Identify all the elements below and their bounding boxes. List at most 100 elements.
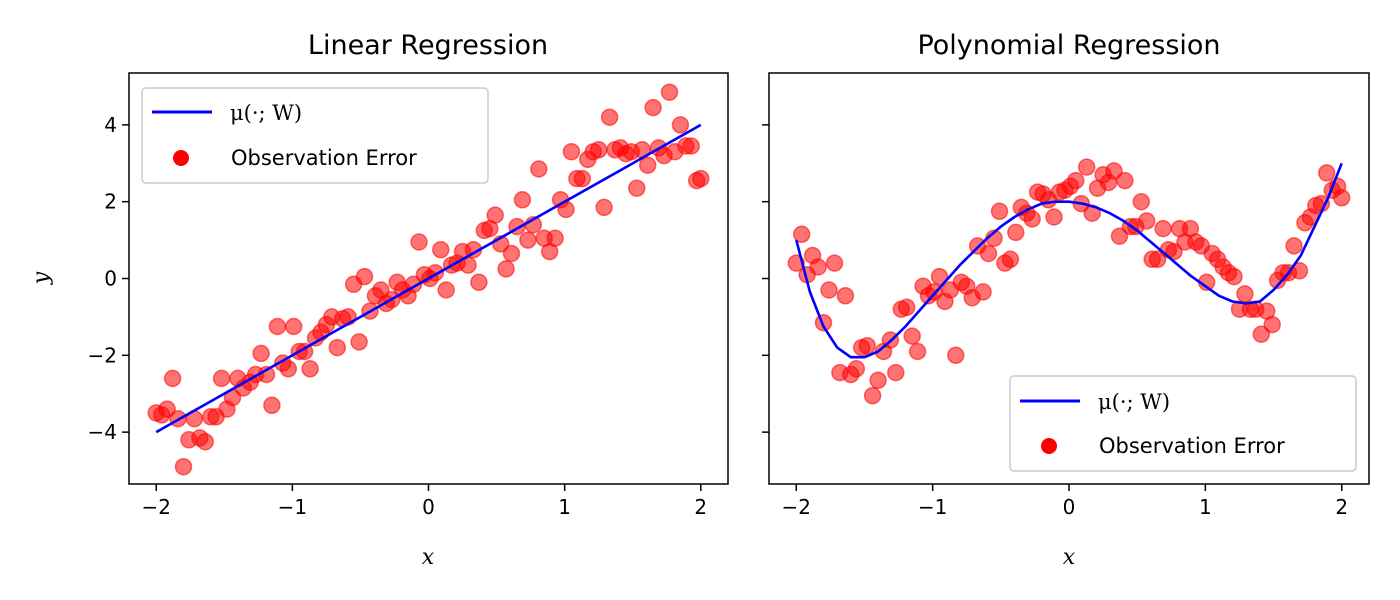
data-point [530,160,548,178]
data-point [212,369,231,388]
data-point [546,229,564,247]
data-point [589,141,608,159]
data-point [1067,171,1085,190]
x-tick-label: −1 [918,495,947,519]
data-point [1023,210,1041,228]
data-point [432,240,450,259]
y-tick-label: 0 [104,267,117,291]
x-tick-label: 1 [1199,495,1212,519]
y-tick-label: −4 [88,420,117,444]
x-tick-label: 2 [694,495,707,519]
data-point [792,225,811,244]
data-point [252,344,270,363]
data-point [263,396,281,415]
data-point [502,244,521,263]
data-point [595,198,613,217]
data-point [158,400,176,418]
data-point [903,327,921,345]
data-point [863,386,882,405]
data-point [847,360,866,378]
data-point [1317,164,1336,182]
data-point [600,108,619,126]
data-point [1332,189,1351,207]
fit-line [795,162,1343,359]
data-point [869,371,887,390]
data-point [437,281,455,299]
chart-title: Polynomial Regression [917,30,1220,61]
data-point [328,338,347,357]
data-point [279,360,298,378]
legend-box [1009,375,1357,472]
data-point [1148,250,1167,269]
data-point [174,457,193,476]
data-point [947,346,965,365]
data-point [887,363,905,382]
data-point [1252,325,1271,343]
x-tick-label: 2 [1335,495,1348,519]
data-point [692,169,710,188]
legend: μ(·; W) Observation Error [141,87,489,184]
data-point [820,281,838,299]
data-point [1077,158,1096,176]
data-point [1045,208,1063,226]
y-axis-label: y [29,271,54,285]
x-tick-label: 0 [1063,495,1076,519]
data-point [930,267,949,286]
data-point [268,317,287,336]
data-point [163,369,182,388]
data-point [196,432,214,451]
data-point [660,83,679,101]
legend-marker-swatch [173,150,189,166]
data-point [470,273,488,292]
data-point [284,317,303,336]
data-point [908,342,927,361]
legend-marker-swatch [1041,438,1057,454]
data-point [1132,192,1151,211]
data-point [410,233,428,251]
data-point [573,169,592,188]
data-point [513,191,532,209]
legend-box [141,87,489,184]
legend-line-label: μ(·; W) [1098,390,1170,414]
data-point [825,254,844,272]
x-axis-label: x [422,545,435,570]
data-point [990,202,1009,221]
data-point [486,206,504,224]
data-point [1285,237,1303,255]
legend-scatter-label: Observation Error [1099,434,1285,458]
data-point [1001,250,1020,269]
data-point [1137,212,1156,230]
data-point [1154,219,1172,238]
plot-area: −2 −1 0 1 2 [762,72,1370,519]
plot-area: −2 −1 0 1 2 −4 −2 0 2 4 [88,72,729,519]
data-point [858,336,876,355]
data-point [519,231,537,249]
data-point [1236,285,1254,303]
data-point [809,258,827,276]
data-point [644,98,662,117]
data-point [682,137,700,155]
data-point [974,283,992,301]
data-point [355,267,374,286]
x-tick-label: −1 [278,495,307,519]
legend-scatter-label: Observation Error [231,146,417,170]
x-tick-label: 0 [422,495,435,519]
data-point [671,116,690,134]
data-point [1165,242,1183,261]
data-point [1007,223,1025,242]
x-tick-label: 1 [558,495,571,519]
data-point [1263,315,1281,334]
x-axis-label: x [1063,545,1076,570]
data-point [350,333,368,351]
data-point [1110,227,1129,245]
data-point [979,244,998,263]
data-point [562,142,581,161]
y-tick-label: 2 [104,190,117,214]
linear-regression-panel: Linear Regression x y −2 −1 0 1 2 −4 −2 0 2 4 μ(·… [29,30,729,570]
data-point [638,156,657,174]
fit-line [155,123,702,434]
data-point [301,360,319,378]
data-point [1105,162,1123,180]
chart-title: Linear Regression [308,30,548,61]
